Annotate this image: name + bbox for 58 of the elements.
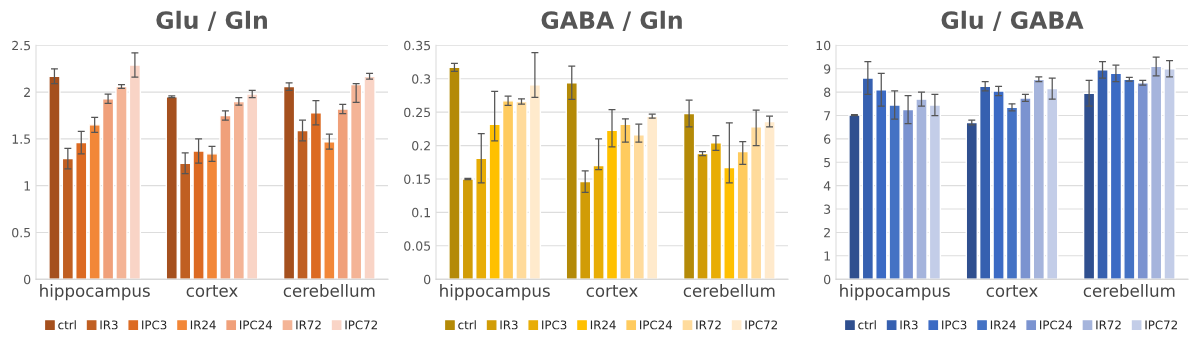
y-tick-label: 0.15 <box>404 174 431 184</box>
y-tick-label: 0.05 <box>404 241 431 251</box>
legend-label: IR72 <box>696 320 721 330</box>
x-tick-label: cerebellum <box>283 284 375 297</box>
y-tick-label: 5 <box>824 157 831 168</box>
legend-label: IR24 <box>990 320 1016 330</box>
legend-label: IR72 <box>1096 320 1121 330</box>
legend-label: ctrl <box>458 320 476 330</box>
legend-label: ctrl <box>858 320 876 330</box>
legend-label: IR72 <box>296 320 321 330</box>
legend-label: IR3 <box>500 320 518 330</box>
y-tick-label: 0.25 <box>404 107 431 118</box>
chart-title: Glu / Gln <box>156 10 267 31</box>
x-tick-label: cerebellum <box>683 284 775 297</box>
y-tick-label: 1 <box>824 251 830 261</box>
legend-label: IR24 <box>590 320 616 330</box>
chart-title: Glu / GABA <box>941 10 1084 31</box>
y-tick-label: 0.35 <box>404 40 431 51</box>
legend-label: IPC72 <box>1145 320 1177 330</box>
y-tick-label: 2 <box>24 87 30 97</box>
x-tick-label: cortex <box>986 285 1038 297</box>
legend-label: IPC72 <box>745 320 777 330</box>
y-tick-label: 0 <box>824 274 831 285</box>
chart-title: GABA / Gln <box>541 10 682 31</box>
y-tick-label: 8 <box>824 87 831 98</box>
legend-label: IPC24 <box>240 320 273 330</box>
y-tick-label: 7 <box>824 111 831 121</box>
y-tick-label: 0.2 <box>412 141 430 151</box>
legend-label: IPC72 <box>345 320 377 330</box>
y-tick-label: 2 <box>824 227 830 238</box>
legend-label: IPC3 <box>142 320 167 330</box>
y-tick-label: 9 <box>823 64 831 74</box>
x-tick-label: hippocampus <box>40 284 150 301</box>
legend-label: IR24 <box>190 320 216 330</box>
legend-label: IPC3 <box>542 320 567 330</box>
y-tick-label: 2.5 <box>12 40 31 51</box>
legend-label: IPC3 <box>942 320 967 330</box>
legend-label: ctrl <box>58 320 76 330</box>
y-tick-label: 4 <box>823 181 831 191</box>
x-tick-label: hippocampus <box>840 284 950 301</box>
legend-label: IR3 <box>100 320 118 330</box>
x-tick-label: hippocampus <box>440 284 550 301</box>
legend-label: IR3 <box>900 320 918 330</box>
y-tick-label: 0 <box>424 274 431 285</box>
x-tick-label: cortex <box>586 285 638 297</box>
y-tick-label: 0.5 <box>12 227 31 238</box>
y-tick-label: 6 <box>824 134 831 144</box>
y-tick-label: 1 <box>24 181 30 191</box>
y-tick-label: 10 <box>816 40 831 51</box>
legend-label: IPC24 <box>640 320 673 330</box>
x-tick-label: cortex <box>186 285 238 297</box>
y-tick-label: 0 <box>24 274 31 285</box>
legend-label: IPC24 <box>1040 320 1073 330</box>
y-tick-label: 0.3 <box>412 74 431 84</box>
y-tick-label: 0.1 <box>412 207 430 218</box>
y-tick-label: 1.5 <box>12 134 31 144</box>
y-tick-label: 3 <box>824 204 831 214</box>
x-tick-label: cerebellum <box>1083 284 1175 297</box>
